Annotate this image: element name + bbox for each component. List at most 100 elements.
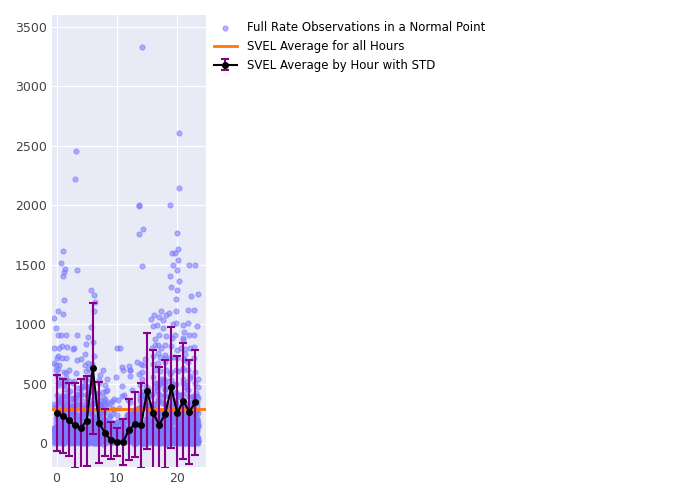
Full Rate Observations in a Normal Point [158,416,169,424]
Full Rate Observations in a Normal Point [177,438,188,446]
Full Rate Observations in a Normal Point [158,392,169,400]
Full Rate Observations in a Normal Point [188,422,199,430]
Full Rate Observations in a Normal Point [160,408,172,416]
Full Rate Observations in a Normal Point [186,439,197,447]
Full Rate Observations in a Normal Point [183,416,194,424]
Full Rate Observations in a Normal Point [177,379,188,387]
Full Rate Observations in a Normal Point [136,394,148,402]
Full Rate Observations in a Normal Point [170,319,181,327]
Full Rate Observations in a Normal Point [96,414,107,422]
Full Rate Observations in a Normal Point [61,426,72,434]
Full Rate Observations in a Normal Point [88,417,99,425]
Full Rate Observations in a Normal Point [165,426,176,434]
Full Rate Observations in a Normal Point [58,431,69,439]
Full Rate Observations in a Normal Point [165,425,176,433]
Full Rate Observations in a Normal Point [117,435,128,443]
Full Rate Observations in a Normal Point [88,338,99,346]
Full Rate Observations in a Normal Point [167,381,178,389]
Full Rate Observations in a Normal Point [141,416,152,424]
Full Rate Observations in a Normal Point [155,422,167,430]
Full Rate Observations in a Normal Point [137,420,148,428]
Full Rate Observations in a Normal Point [177,399,188,407]
Full Rate Observations in a Normal Point [168,427,179,435]
Full Rate Observations in a Normal Point [60,386,71,394]
Full Rate Observations in a Normal Point [53,406,64,414]
Full Rate Observations in a Normal Point [171,438,182,446]
Full Rate Observations in a Normal Point [117,366,128,374]
Full Rate Observations in a Normal Point [49,424,60,432]
Full Rate Observations in a Normal Point [133,421,144,429]
Full Rate Observations in a Normal Point [187,430,198,438]
Full Rate Observations in a Normal Point [66,437,77,445]
Full Rate Observations in a Normal Point [179,433,190,441]
Full Rate Observations in a Normal Point [160,431,172,439]
Full Rate Observations in a Normal Point [188,430,199,438]
Full Rate Observations in a Normal Point [188,438,199,446]
Full Rate Observations in a Normal Point [89,434,100,442]
Full Rate Observations in a Normal Point [142,432,153,440]
Full Rate Observations in a Normal Point [128,434,139,442]
Full Rate Observations in a Normal Point [190,418,201,426]
Full Rate Observations in a Normal Point [125,410,136,418]
Full Rate Observations in a Normal Point [179,434,190,442]
Full Rate Observations in a Normal Point [102,398,113,406]
Full Rate Observations in a Normal Point [62,431,73,439]
Full Rate Observations in a Normal Point [150,436,161,444]
Full Rate Observations in a Normal Point [160,432,171,440]
Full Rate Observations in a Normal Point [181,431,193,439]
Full Rate Observations in a Normal Point [121,426,132,434]
Full Rate Observations in a Normal Point [91,420,102,428]
Full Rate Observations in a Normal Point [176,430,188,438]
Full Rate Observations in a Normal Point [146,427,158,435]
Full Rate Observations in a Normal Point [55,418,66,426]
Full Rate Observations in a Normal Point [101,418,112,426]
Full Rate Observations in a Normal Point [106,410,117,418]
Full Rate Observations in a Normal Point [83,432,94,440]
Full Rate Observations in a Normal Point [172,402,183,410]
Full Rate Observations in a Normal Point [153,397,164,405]
Full Rate Observations in a Normal Point [83,407,94,415]
Full Rate Observations in a Normal Point [113,425,124,433]
Full Rate Observations in a Normal Point [71,434,82,442]
Full Rate Observations in a Normal Point [95,432,106,440]
Full Rate Observations in a Normal Point [149,425,160,433]
Full Rate Observations in a Normal Point [135,360,146,368]
Full Rate Observations in a Normal Point [178,438,189,446]
Full Rate Observations in a Normal Point [155,436,166,444]
Full Rate Observations in a Normal Point [52,418,64,426]
Full Rate Observations in a Normal Point [144,420,155,428]
Full Rate Observations in a Normal Point [186,438,197,446]
Full Rate Observations in a Normal Point [62,426,74,434]
Full Rate Observations in a Normal Point [67,435,78,443]
Full Rate Observations in a Normal Point [190,428,202,436]
Full Rate Observations in a Normal Point [80,435,92,443]
Full Rate Observations in a Normal Point [67,439,78,447]
Full Rate Observations in a Normal Point [155,420,167,428]
Full Rate Observations in a Normal Point [61,354,72,362]
Full Rate Observations in a Normal Point [136,368,148,376]
Full Rate Observations in a Normal Point [189,379,200,387]
Full Rate Observations in a Normal Point [53,415,64,423]
Full Rate Observations in a Normal Point [138,361,149,369]
Full Rate Observations in a Normal Point [160,426,172,434]
Full Rate Observations in a Normal Point [55,436,66,444]
Full Rate Observations in a Normal Point [163,422,174,430]
Full Rate Observations in a Normal Point [166,427,177,435]
Full Rate Observations in a Normal Point [67,424,78,432]
Full Rate Observations in a Normal Point [167,411,178,419]
Full Rate Observations in a Normal Point [70,433,81,441]
Full Rate Observations in a Normal Point [180,424,191,432]
Full Rate Observations in a Normal Point [140,428,151,436]
Full Rate Observations in a Normal Point [190,420,202,428]
Full Rate Observations in a Normal Point [48,359,60,367]
Full Rate Observations in a Normal Point [153,391,164,399]
Full Rate Observations in a Normal Point [71,430,82,438]
Full Rate Observations in a Normal Point [183,430,194,438]
Full Rate Observations in a Normal Point [186,410,197,418]
Full Rate Observations in a Normal Point [133,202,144,210]
Full Rate Observations in a Normal Point [144,431,155,439]
Full Rate Observations in a Normal Point [112,418,123,426]
Full Rate Observations in a Normal Point [68,377,79,385]
Full Rate Observations in a Normal Point [180,344,191,352]
Full Rate Observations in a Normal Point [174,416,186,424]
